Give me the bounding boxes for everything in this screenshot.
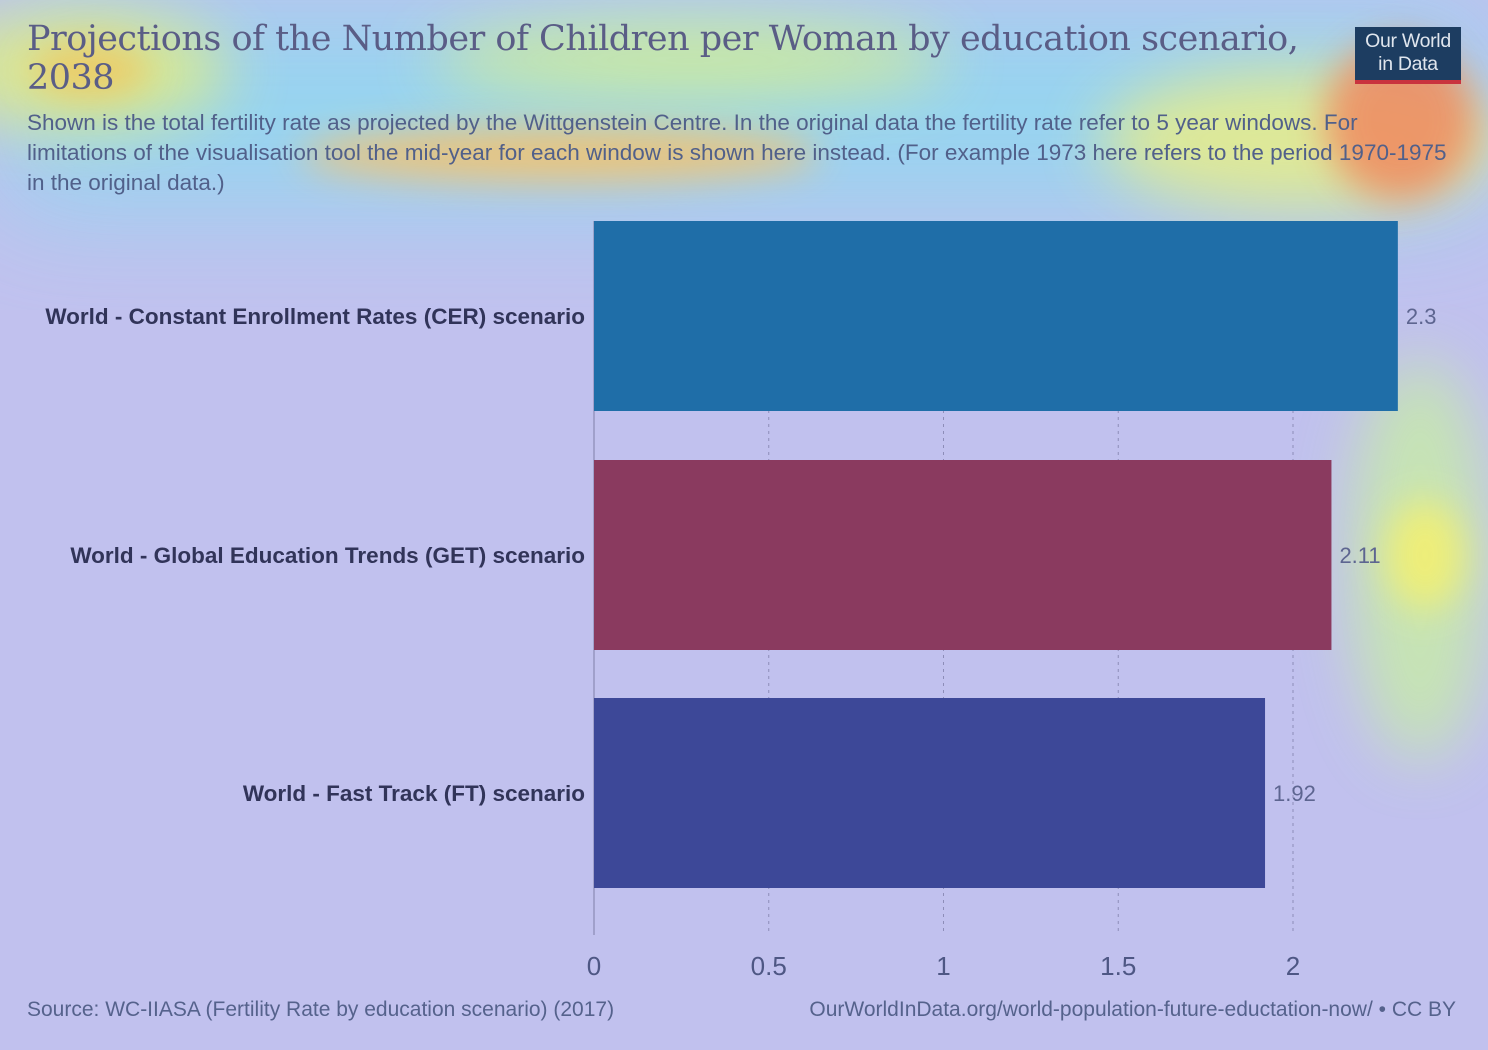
category-label[interactable]: World - Global Education Trends (GET) sc… — [70, 543, 585, 568]
source-note[interactable]: Source: WC-IIASA (Fertility Rate by educ… — [27, 998, 615, 1021]
bar[interactable] — [594, 698, 1266, 888]
chart-title: Projections of the Number of Children pe… — [27, 19, 1299, 98]
x-tick-label: 2 — [1286, 951, 1300, 981]
x-tick-label: 0.5 — [751, 951, 787, 981]
our-world-in-data-logo[interactable]: Our World in Data — [1355, 27, 1461, 84]
x-tick-label: 1.5 — [1100, 951, 1136, 981]
logo-line-1: Our World — [1365, 30, 1451, 52]
category-label[interactable]: World - Constant Enrollment Rates (CER) … — [45, 304, 585, 329]
logo-line-2: in Data — [1378, 53, 1438, 75]
value-label: 2.3 — [1406, 304, 1437, 329]
chart-subtitle: Shown is the total fertility rate as pro… — [27, 110, 1447, 195]
bar[interactable] — [594, 460, 1332, 650]
x-tick-label: 1 — [936, 951, 950, 981]
category-label[interactable]: World - Fast Track (FT) scenario — [243, 781, 585, 806]
x-tick-label: 0 — [587, 951, 601, 981]
value-label: 1.92 — [1273, 781, 1316, 806]
source-url[interactable]: OurWorldInData.org/world-population-futu… — [809, 998, 1456, 1021]
value-label: 2.11 — [1339, 543, 1380, 568]
bar[interactable] — [594, 221, 1398, 411]
